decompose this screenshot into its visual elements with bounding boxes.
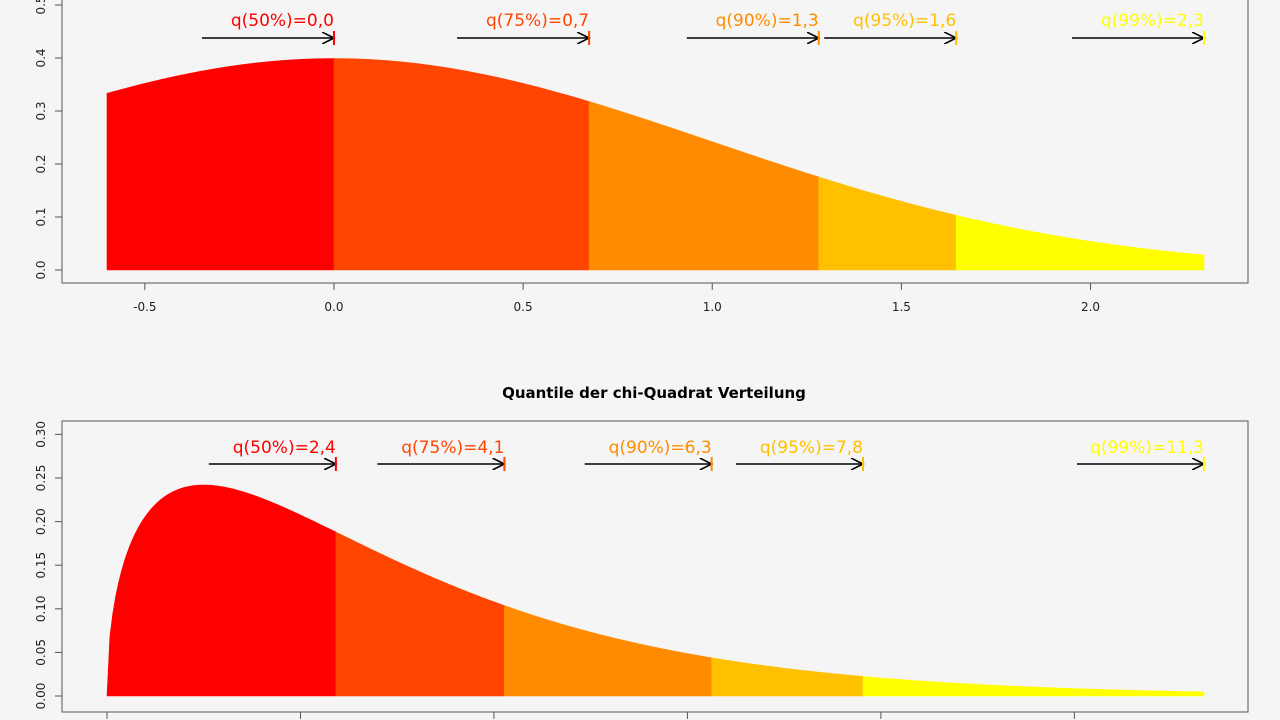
quantile-label: q(75%)=4,1 [401,438,504,458]
density-segment-4 [711,657,864,697]
x-tick-label: 0.5 [514,300,533,314]
y-tick-label: 0.2 [34,154,48,173]
chi-squared-distribution-chart: Quantile der chi-Quadrat Verteilung 0.00… [34,384,1249,719]
y-tick-label: 0.15 [34,552,48,579]
normal-distribution-chart: 0.0 0.1 0.2 0.3 0.4 0.5 -0.5 0.0 0.5 1.0 1.5 2.0 q(5… [34,0,1249,314]
quantile-label: q(50%)=2,4 [233,438,336,458]
density-segment-1 [106,58,335,271]
quantile-label: q(99%)=2,3 [1101,11,1204,31]
chart-title: Quantile der chi-Quadrat Verteilung [502,384,806,402]
quantile-label: q(99%)=11,3 [1090,438,1204,458]
y-tick-label: 0.10 [34,595,48,622]
quantile-label: q(90%)=6,3 [609,438,712,458]
quantile-label: q(95%)=7,8 [760,438,863,458]
quantile-label: q(75%)=0,7 [486,11,589,31]
density-segment-3 [588,101,820,271]
density-segment-3 [504,605,712,697]
y-tick-label: 0.20 [34,508,48,535]
y-tick-label: 0.5 [34,0,48,15]
x-tick-label: -0.5 [133,300,156,314]
y-tick-label: 0.4 [34,48,48,67]
x-tick-label: 0.0 [324,300,343,314]
x-tick-label: 1.5 [892,300,911,314]
density-segment-5 [862,676,1205,697]
y-tick-label: 0.3 [34,101,48,120]
density-segment-4 [818,176,957,271]
y-tick-label: 0.30 [34,421,48,448]
quantile-label: q(90%)=1,3 [716,11,819,31]
density-segment-2 [333,58,590,271]
density-segment-2 [335,531,505,697]
x-tick-label: 2.0 [1081,300,1100,314]
quantile-label: q(95%)=1,6 [853,11,956,31]
quantile-label: q(50%)=0,0 [231,11,334,31]
y-tick-label: 0.0 [34,260,48,279]
density-segment-5 [955,214,1205,271]
y-tick-label: 0.00 [34,683,48,710]
x-tick-label: 1.0 [703,300,722,314]
y-tick-label: 0.1 [34,207,48,226]
density-segment-1 [106,484,337,697]
y-tick-label: 0.25 [34,465,48,492]
y-tick-label: 0.05 [34,639,48,666]
